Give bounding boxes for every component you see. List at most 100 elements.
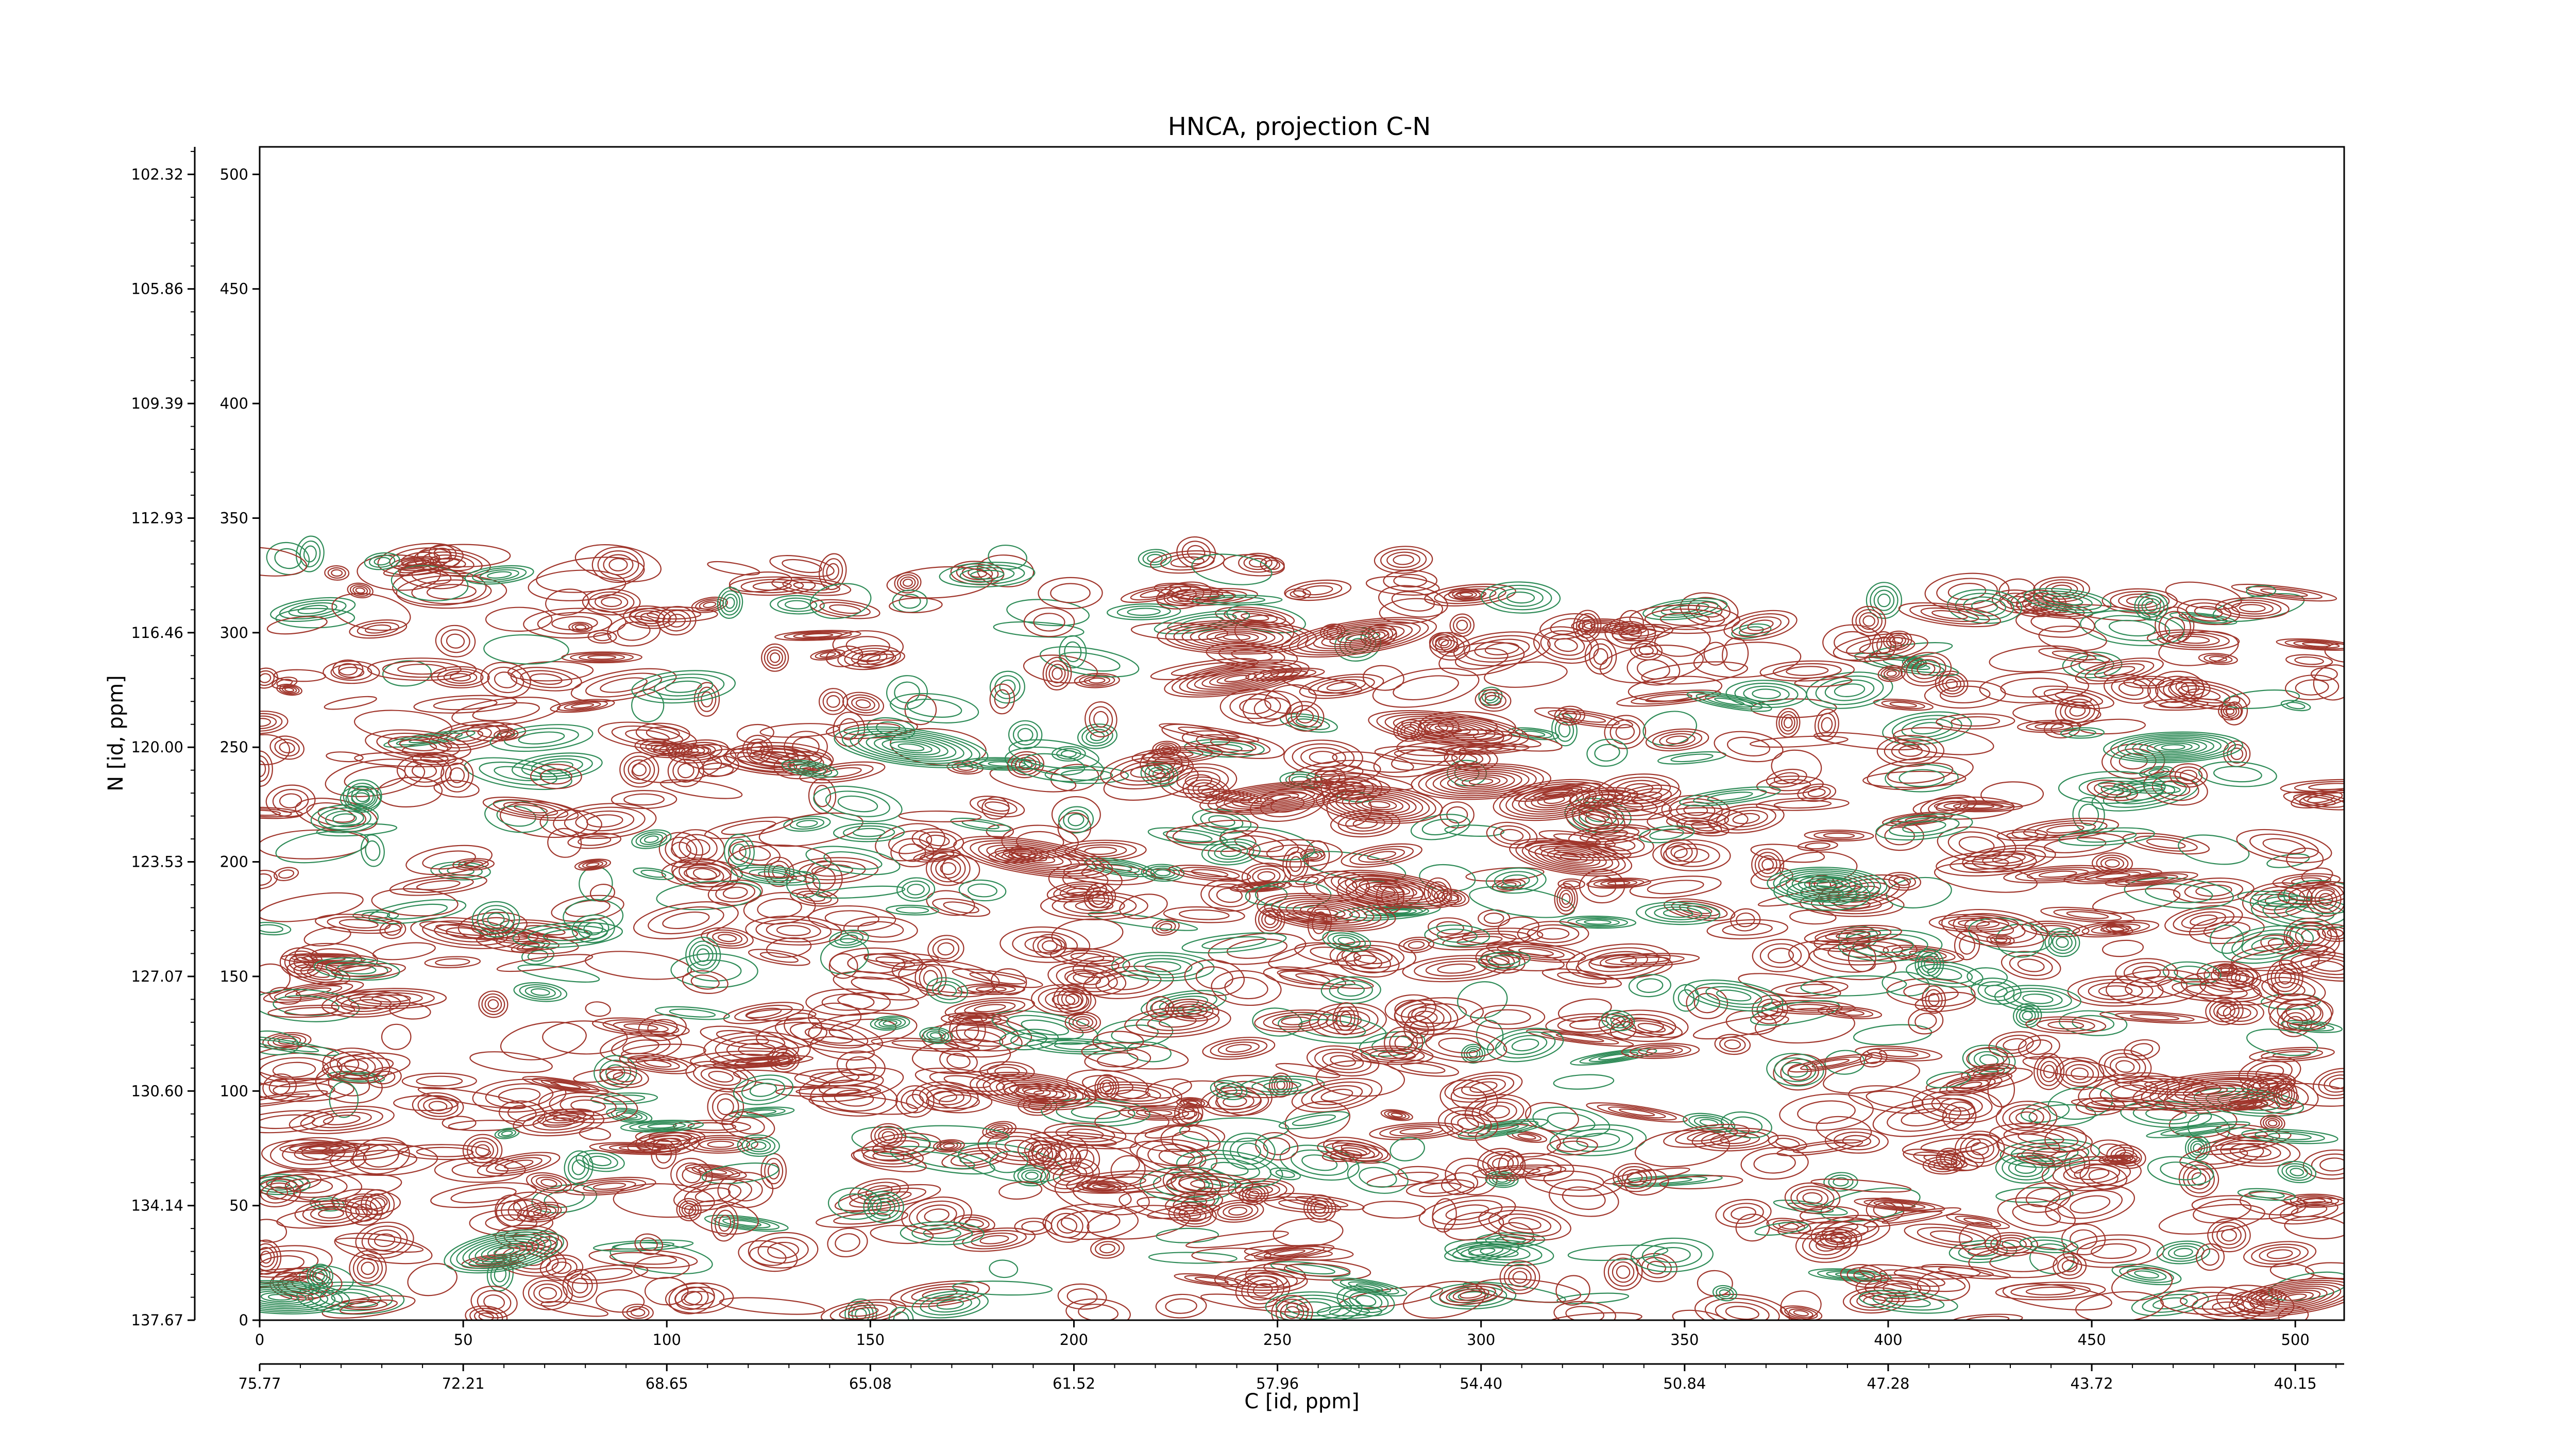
contour-line [2157,631,2230,648]
contour-peak [412,1092,464,1120]
contour-peak [1557,998,1612,1022]
contour-line [684,867,721,880]
contour-peak [2302,1149,2344,1180]
contour-line [783,816,831,832]
contour-line [417,1095,459,1117]
contour-peak [1147,827,1228,846]
contour-line [2284,639,2344,650]
contour-line [260,1272,297,1285]
contour-line [2293,641,2340,649]
contour-line [950,1150,999,1167]
x-index-tick-label: 100 [653,1331,681,1349]
contour-peak [904,694,937,726]
contour-peak [827,1227,868,1257]
contour-line [2053,908,2122,921]
x-index-tick-label: 200 [1060,1331,1088,1349]
contour-peak [1300,849,1326,862]
chart-title: HNCA, projection C-N [1168,112,1431,141]
contour-line [1300,849,1326,862]
contour-line [685,1164,747,1180]
contour-line [2028,1104,2096,1127]
contour-line [428,1101,448,1111]
contour-line [1042,940,1058,952]
contour-line [2177,635,2210,644]
contour-peak [631,829,672,849]
contour-line [1483,912,1504,924]
contour-line [827,1227,868,1257]
contour-line [2183,1164,2215,1194]
contour-line [2115,958,2178,987]
contour-line [834,1089,874,1107]
contour-line [260,924,283,933]
contour-line [1754,1008,1855,1043]
contour-peak [986,824,1014,839]
contour-line [582,1153,618,1169]
contour-peak [1087,1205,1191,1240]
contour-peak [685,1164,747,1180]
contour-line [785,600,810,610]
contour-line [672,1120,751,1134]
contour-line [2302,1149,2344,1180]
contour-peak [2270,1083,2344,1107]
contour-line [2040,906,2135,923]
contour-line [551,895,624,922]
contour-line [1663,898,1736,921]
contour-peak [353,710,453,741]
contour-line [2178,1160,2219,1198]
contour-line [644,835,659,843]
contour-line [1805,842,1831,850]
contour-line [389,547,452,571]
plot-area [259,146,2345,1321]
contour-peak [260,921,292,936]
contour-line [704,1168,727,1175]
contour-line [438,864,483,878]
x-index-tick-label: 0 [255,1331,264,1349]
contour-line [2033,1053,2065,1090]
contour-line [2040,1060,2058,1083]
contour-line [1051,796,1101,833]
contour-line [260,1246,275,1268]
contour-peak [435,625,476,658]
contour-line [986,824,1014,839]
contour-line [2276,638,2344,651]
contour-peak [769,595,825,615]
contour-peak [536,557,645,593]
contour-line [635,831,668,847]
x-index-tick-label: 150 [856,1331,885,1349]
contour-line [2319,1157,2344,1172]
contour-line [796,820,818,828]
x-index-tick-label: 500 [2281,1331,2309,1349]
contour-line [986,1122,1013,1137]
contour-line [260,921,292,936]
contour-line [672,863,732,884]
contour-line [639,833,664,845]
x-index-tick-label: 450 [2077,1331,2106,1349]
contour-line [2066,911,2109,919]
contour-line [1030,1131,1138,1150]
x-index-tick-label: 300 [1467,1331,1495,1349]
contour-line [1942,676,1961,692]
contour-line [2146,838,2186,849]
contour-line [2118,593,2162,609]
contour-line [961,820,999,830]
x-index-tick-label: 400 [1874,1331,1902,1349]
contour-line [1588,951,1648,972]
contour-peak [2033,1053,2065,1090]
contour-peak [2028,1104,2096,1127]
contour-line [982,1121,1017,1139]
contour-line [1163,830,1213,843]
contour-line [941,1147,1008,1170]
contour-line [260,1251,272,1264]
contour-line [1814,878,1832,891]
contour-line [2123,962,2170,984]
contour-line [1087,1205,1191,1240]
contour-line [260,1173,311,1195]
contour-line [789,818,825,830]
contour-line [2131,1290,2209,1317]
contour-line [1147,827,1228,846]
contour-line [2098,985,2133,997]
contour-line [267,1180,291,1189]
contour-line [671,841,691,858]
contour-line [722,886,748,899]
